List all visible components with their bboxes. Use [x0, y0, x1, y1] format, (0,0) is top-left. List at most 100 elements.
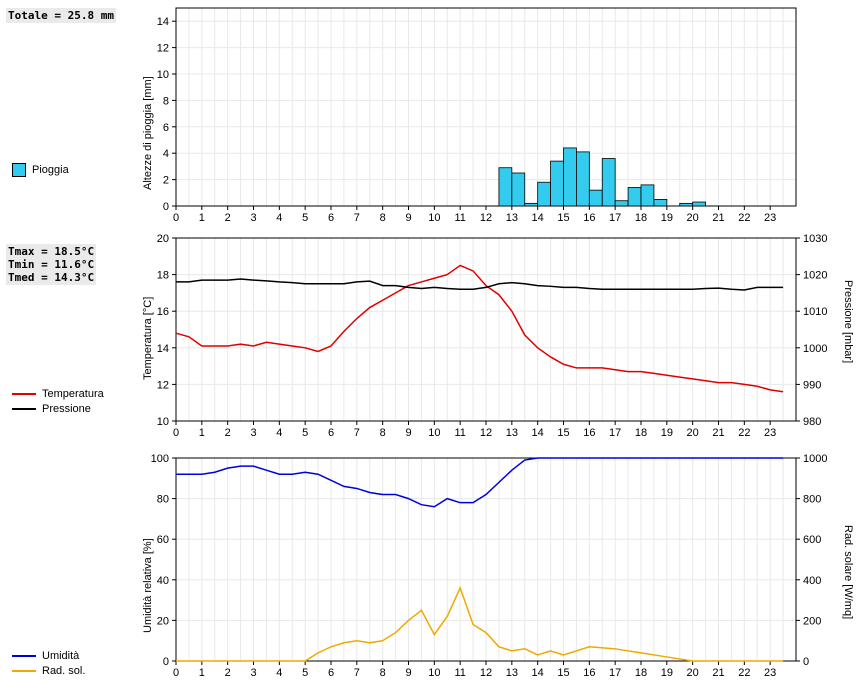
svg-text:1010: 1010 — [803, 306, 827, 318]
svg-text:4: 4 — [276, 667, 282, 679]
svg-text:0: 0 — [163, 656, 169, 668]
svg-text:15: 15 — [557, 212, 569, 224]
umidita-swatch — [12, 655, 36, 657]
svg-text:13: 13 — [506, 427, 518, 439]
svg-text:9: 9 — [405, 667, 411, 679]
svg-text:11: 11 — [454, 212, 465, 224]
svg-text:8: 8 — [380, 212, 386, 224]
svg-text:8: 8 — [380, 427, 386, 439]
svg-text:2: 2 — [225, 667, 231, 679]
svg-text:1: 1 — [199, 212, 205, 224]
svg-text:18: 18 — [157, 270, 169, 282]
radsol-swatch — [12, 670, 36, 672]
svg-text:1020: 1020 — [803, 270, 827, 282]
svg-text:3: 3 — [250, 212, 256, 224]
svg-text:10: 10 — [157, 69, 169, 81]
svg-text:22: 22 — [738, 212, 750, 224]
temperatura-swatch — [12, 393, 36, 395]
svg-text:7: 7 — [354, 427, 360, 439]
svg-text:17: 17 — [609, 667, 621, 679]
svg-text:990: 990 — [803, 379, 821, 391]
svg-text:5: 5 — [302, 667, 308, 679]
legend-temperatura: Temperatura — [12, 388, 104, 400]
svg-text:40: 40 — [157, 575, 169, 587]
legend-temperatura-label: Temperatura — [42, 388, 104, 400]
legend-umidita: Umidità — [12, 650, 79, 662]
svg-text:14: 14 — [157, 343, 169, 355]
svg-text:6: 6 — [328, 427, 334, 439]
svg-text:3: 3 — [250, 667, 256, 679]
svg-text:18: 18 — [635, 427, 647, 439]
legend-umidita-label: Umidità — [42, 650, 79, 662]
svg-text:1: 1 — [199, 427, 205, 439]
svg-text:4: 4 — [276, 427, 282, 439]
svg-text:16: 16 — [583, 212, 595, 224]
svg-text:6: 6 — [328, 212, 334, 224]
svg-text:1030: 1030 — [803, 234, 827, 245]
svg-text:80: 80 — [157, 494, 169, 506]
svg-text:12: 12 — [480, 212, 492, 224]
totale-label: Totale = 25.8 mm — [6, 8, 116, 23]
tmed-label: Tmed = 14.3°C — [8, 271, 94, 284]
svg-text:20: 20 — [687, 427, 699, 439]
tmin-label: Tmin = 11.6°C — [8, 258, 94, 271]
svg-text:600: 600 — [803, 534, 821, 546]
svg-text:10: 10 — [157, 416, 169, 428]
svg-text:2: 2 — [225, 212, 231, 224]
svg-text:8: 8 — [163, 95, 169, 107]
svg-text:14: 14 — [532, 427, 544, 439]
svg-text:0: 0 — [163, 201, 169, 213]
svg-text:1000: 1000 — [803, 343, 827, 355]
svg-text:2: 2 — [163, 175, 169, 187]
svg-text:18: 18 — [635, 212, 647, 224]
svg-text:100: 100 — [151, 454, 169, 465]
svg-text:800: 800 — [803, 494, 821, 506]
svg-text:2: 2 — [225, 427, 231, 439]
svg-text:21: 21 — [712, 427, 724, 439]
svg-text:12: 12 — [480, 427, 492, 439]
svg-text:21: 21 — [712, 212, 724, 224]
svg-text:980: 980 — [803, 416, 821, 428]
svg-text:17: 17 — [609, 427, 621, 439]
svg-text:10: 10 — [428, 212, 440, 224]
svg-text:3: 3 — [250, 427, 256, 439]
svg-text:9: 9 — [405, 427, 411, 439]
svg-text:400: 400 — [803, 575, 821, 587]
tmax-label: Tmax = 18.5°C — [8, 245, 94, 258]
svg-text:0: 0 — [173, 212, 179, 224]
temp-pressure-chart: 0123456789101112131415161718192021222310… — [148, 234, 838, 444]
pressione-swatch — [12, 408, 36, 410]
pioggia-swatch — [12, 163, 26, 177]
svg-text:19: 19 — [661, 212, 673, 224]
svg-text:4: 4 — [163, 148, 169, 160]
svg-text:12: 12 — [157, 379, 169, 391]
svg-text:1000: 1000 — [803, 454, 827, 465]
svg-text:20: 20 — [157, 615, 169, 627]
rainfall-chart: 0123456789101112131415161718192021222302… — [148, 4, 838, 229]
svg-text:60: 60 — [157, 534, 169, 546]
svg-text:19: 19 — [661, 427, 673, 439]
svg-text:8: 8 — [380, 667, 386, 679]
svg-text:10: 10 — [428, 427, 440, 439]
svg-text:5: 5 — [302, 212, 308, 224]
legend-pioggia-label: Pioggia — [32, 164, 69, 176]
svg-text:23: 23 — [764, 667, 776, 679]
humidity-rad-chart: 0123456789101112131415161718192021222302… — [148, 454, 838, 684]
legend-pressione: Pressione — [12, 403, 91, 415]
svg-text:22: 22 — [738, 427, 750, 439]
svg-text:16: 16 — [583, 427, 595, 439]
svg-text:20: 20 — [687, 212, 699, 224]
svg-text:22: 22 — [738, 667, 750, 679]
legend-pressione-label: Pressione — [42, 403, 91, 415]
svg-text:10: 10 — [428, 667, 440, 679]
svg-text:5: 5 — [302, 427, 308, 439]
svg-text:0: 0 — [803, 656, 809, 668]
svg-text:14: 14 — [532, 667, 544, 679]
svg-text:17: 17 — [609, 212, 621, 224]
svg-text:0: 0 — [173, 667, 179, 679]
svg-text:20: 20 — [157, 234, 169, 245]
legend-pioggia: Pioggia — [12, 163, 69, 177]
svg-text:13: 13 — [506, 212, 518, 224]
svg-text:1: 1 — [199, 667, 205, 679]
svg-text:18: 18 — [635, 667, 647, 679]
